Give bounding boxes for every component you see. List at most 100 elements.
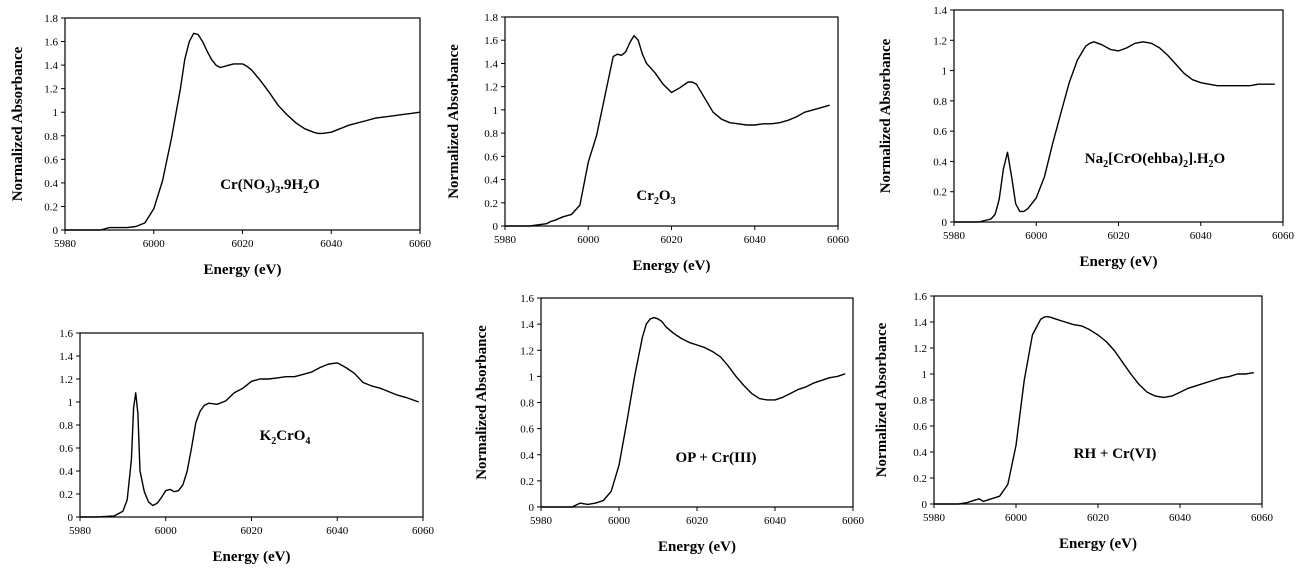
- x-tick-label: 6060: [1251, 512, 1274, 524]
- y-tick-label: 0.4: [520, 450, 534, 462]
- y-tick-label: 1.2: [913, 343, 927, 355]
- x-tick-label: 6020: [661, 234, 684, 246]
- x-tick-label: 6000: [608, 515, 631, 527]
- y-tick-label: 0.2: [59, 489, 73, 501]
- y-tick-label: 0: [529, 502, 535, 514]
- y-tick-label: 0.2: [484, 198, 498, 210]
- y-tick-label: 1: [68, 397, 74, 409]
- x-tick-label: 6040: [744, 234, 767, 246]
- chart-panel-5: 0 0.2 0.4 0.6 0.8 1 1.2 1.4 1.6 5980 6000 6020 6040 6…: [474, 293, 865, 555]
- compound-label: RH + Cr(VI): [1074, 446, 1157, 462]
- compound-label: Cr(NO3)3.9H2O: [220, 177, 320, 196]
- spectrum-line: [65, 32, 421, 231]
- y-axis-label: Normalized Absorbance: [10, 46, 26, 201]
- x-tick-label: 6060: [827, 234, 850, 246]
- x-tick-label: 6020: [1108, 230, 1131, 242]
- x-tick-label: 6060: [409, 238, 432, 250]
- chart-panel-1: 0 0.2 0.4 0.6 0.8 1 1.2 1.4 1.6 1.8 5980 6000 6020 60…: [10, 13, 432, 278]
- chart-panel-2: 0 0.2 0.4 0.6 0.8 1 1.2 1.4 1.6 1.8 5980 6000 6020 60…: [446, 12, 850, 274]
- y-tick-label: 0.6: [44, 154, 58, 166]
- y-tick-label: 1.2: [933, 35, 947, 47]
- y-tick-label: 1.6: [59, 328, 73, 340]
- compound-label: OP + Cr(III): [675, 450, 756, 466]
- y-tick-label: 1: [942, 66, 948, 78]
- spectrum-line: [954, 41, 1275, 223]
- y-tick-label: 0.4: [933, 156, 947, 168]
- y-tick-label: 1.8: [484, 12, 498, 24]
- spectrum-line: [541, 316, 846, 508]
- x-tick-label: 6060: [412, 525, 435, 537]
- x-tick-label: 6020: [1087, 512, 1110, 524]
- y-tick-label: 1.2: [59, 374, 73, 386]
- spectrum-line: [505, 34, 830, 227]
- y-tick-label: 0.6: [59, 443, 73, 455]
- y-tick-label: 0: [53, 225, 59, 237]
- y-tick-label: 0: [942, 217, 948, 229]
- y-axis-label: Normalized Absorbance: [446, 44, 462, 199]
- compound-label: K2CrO4: [260, 428, 311, 447]
- plot-frame: [540, 297, 854, 508]
- y-tick-label: 1.6: [913, 291, 927, 303]
- x-tick-label: 6040: [764, 515, 787, 527]
- y-tick-label: 1.2: [520, 345, 534, 357]
- y-tick-label: 0.4: [913, 447, 927, 459]
- y-tick-label: 0.6: [933, 126, 947, 138]
- y-tick-label: 0.8: [520, 398, 534, 410]
- plot-frame: [504, 16, 839, 227]
- spectrum-line: [934, 316, 1254, 505]
- y-tick-label: 1.4: [484, 58, 498, 70]
- y-tick-label: 0.8: [913, 395, 927, 407]
- x-tick-label: 6000: [577, 234, 600, 246]
- x-tick-label: 5980: [69, 525, 92, 537]
- x-tick-label: 6000: [1025, 230, 1048, 242]
- x-tick-label: 6020: [241, 525, 264, 537]
- y-tick-label: 0.2: [933, 187, 947, 199]
- y-tick-label: 1.8: [44, 13, 58, 25]
- plot-frame: [64, 17, 421, 231]
- x-tick-label: 5980: [530, 515, 553, 527]
- y-tick-label: 1.2: [44, 84, 58, 96]
- x-tick-label: 6000: [1005, 512, 1028, 524]
- x-tick-label: 6020: [232, 238, 255, 250]
- compound-label: Na2[CrO(ehba)2].H2O: [1085, 151, 1225, 170]
- x-axis-label: Energy (eV): [1080, 254, 1158, 270]
- y-tick-label: 1.4: [520, 319, 534, 331]
- y-tick-label: 1.2: [484, 82, 498, 94]
- plot-frame: [79, 332, 424, 518]
- y-tick-label: 0.6: [484, 151, 498, 163]
- y-tick-label: 0.8: [59, 420, 73, 432]
- y-axis-label: Normalized Absorbance: [874, 322, 890, 477]
- y-tick-label: 0.2: [44, 201, 58, 213]
- y-tick-label: 1: [529, 371, 535, 383]
- y-tick-label: 1: [922, 369, 928, 381]
- x-tick-label: 6060: [842, 515, 865, 527]
- x-tick-label: 6040: [326, 525, 349, 537]
- plot-frame: [953, 9, 1284, 223]
- y-tick-label: 1.4: [44, 60, 58, 72]
- x-tick-label: 5980: [943, 230, 966, 242]
- x-tick-label: 5980: [54, 238, 77, 250]
- spectrum-line: [80, 362, 419, 518]
- y-tick-label: 0.2: [520, 476, 534, 488]
- y-tick-label: 0.8: [933, 96, 947, 108]
- x-tick-label: 6000: [155, 525, 178, 537]
- x-axis-label: Energy (eV): [213, 549, 291, 565]
- chart-panel-3: 0 0.2 0.4 0.6 0.8 1 1.2 1.4 5980 6000 6020 6040 6060…: [878, 5, 1295, 270]
- y-tick-label: 0.8: [44, 131, 58, 143]
- x-axis-label: Energy (eV): [658, 539, 736, 555]
- x-tick-label: 6040: [320, 238, 343, 250]
- plot-frame: [933, 295, 1263, 505]
- chart-panel-4: 0 0.2 0.4 0.6 0.8 1 1.2 1.4 1.6 5980 6000 6020 6040 6…: [59, 328, 434, 565]
- y-tick-label: 1.6: [44, 37, 58, 49]
- chart-panel-6: 0 0.2 0.4 0.6 0.8 1 1.2 1.4 1.6 5980 6000 6020 6040 6…: [874, 291, 1274, 552]
- x-tick-label: 6040: [1190, 230, 1213, 242]
- x-axis-label: Energy (eV): [1059, 536, 1137, 552]
- y-tick-label: 1.4: [59, 351, 73, 363]
- y-axis-label: Normalized Absorbance: [878, 38, 894, 193]
- y-tick-label: 1.6: [484, 35, 498, 47]
- compound-label: Cr2O3: [636, 188, 675, 207]
- x-tick-label: 6040: [1169, 512, 1192, 524]
- y-tick-label: 0.6: [520, 424, 534, 436]
- y-axis-label: Normalized Absorbance: [474, 325, 490, 480]
